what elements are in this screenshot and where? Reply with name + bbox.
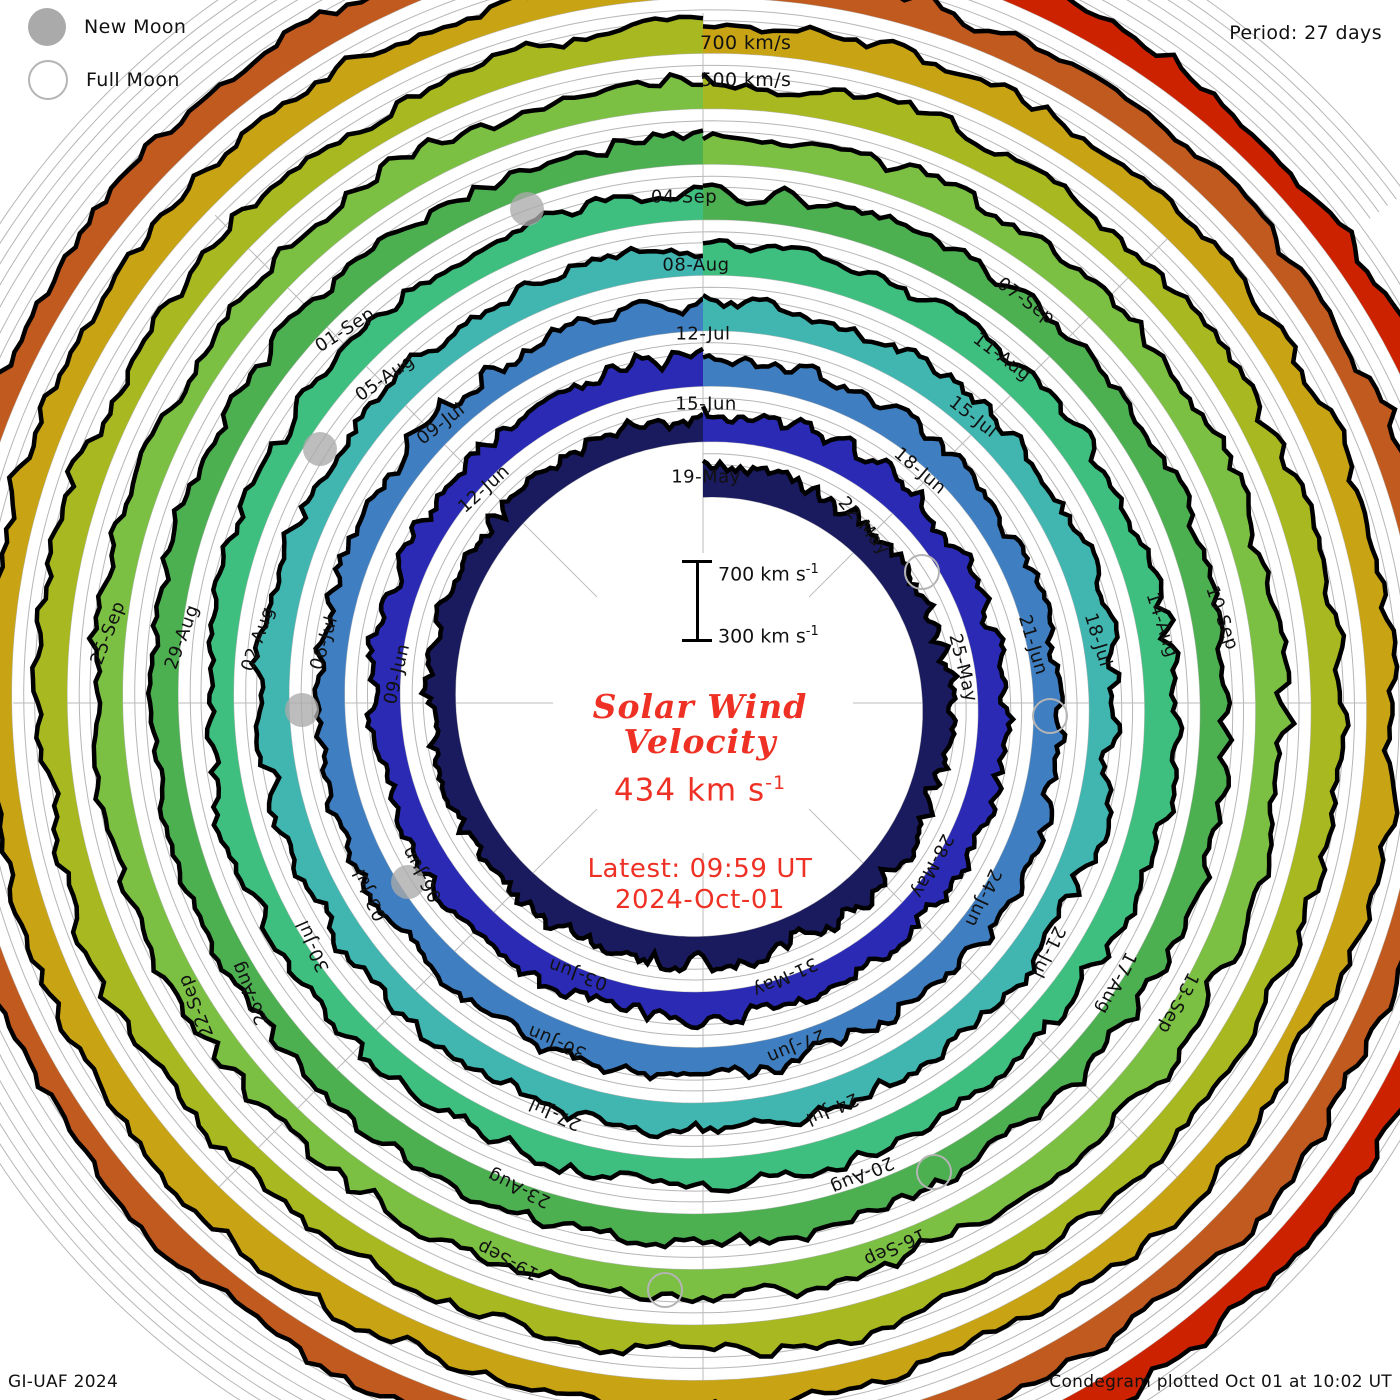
scale-bar-bottom-exponent: -1 [805, 624, 819, 639]
latest-date: 2024-Oct-01 [614, 884, 786, 915]
footer-credit: GI-UAF 2024 [8, 1372, 119, 1392]
current-velocity-value: 434 km s-1 [440, 772, 960, 808]
radial-tick-label-700: 700 km/s [700, 32, 792, 54]
chart-title: Solar Wind Velocity [440, 687, 960, 761]
new-moon-marker [303, 432, 337, 466]
date-label: 15-Jun [675, 393, 737, 415]
scale-bar-bottom-value: 300 km s [718, 625, 806, 648]
scale-bar-cap-top [682, 560, 712, 563]
scale-bar-top-exponent: -1 [805, 562, 819, 577]
chart-title-line1: Solar Wind [592, 687, 808, 726]
scale-bar-label-top: 700 km s-1 [718, 562, 819, 585]
current-velocity-exponent: -1 [765, 771, 787, 794]
footer-plot-time: Condegram plotted Oct 01 at 10:02 UT [1049, 1372, 1392, 1392]
scale-bar-stem [696, 560, 699, 642]
legend-item-full-moon: Full Moon [28, 60, 180, 100]
legend-label-full-moon: Full Moon [86, 69, 180, 91]
current-velocity-number: 434 km s [613, 772, 766, 809]
new-moon-marker [285, 693, 319, 727]
scale-bar-cap-bottom [682, 639, 712, 642]
period-label: Period: 27 days [1229, 22, 1382, 44]
new-moon-marker [391, 865, 425, 899]
moon-phase-legend: New Moon Full Moon [0, 0, 260, 110]
centre-readout: Solar Wind Velocity 434 km s-1 Latest: 0… [440, 687, 960, 916]
open-circle-icon [28, 60, 68, 100]
date-label: 04-Sep [650, 186, 718, 208]
full-moon-marker [647, 1272, 683, 1308]
new-moon-marker [510, 192, 544, 226]
legend-label-new-moon: New Moon [84, 16, 187, 38]
moon-phase-markers [285, 192, 1068, 1308]
date-label: 19-May [671, 466, 741, 488]
filled-circle-icon [28, 8, 66, 46]
full-moon-marker [916, 1154, 952, 1190]
scale-bar [682, 560, 712, 642]
radial-tick-label-500: 500 km/s [700, 69, 792, 91]
date-label: 08-Aug [662, 254, 730, 276]
latest-timestamp: Latest: 09:59 UT 2024-Oct-01 [440, 854, 960, 915]
chart-title-line2: Velocity [623, 721, 777, 761]
scale-bar-label-bottom: 300 km s-1 [718, 624, 819, 647]
full-moon-marker [904, 554, 940, 590]
latest-time: Latest: 09:59 UT [587, 854, 813, 885]
legend-item-new-moon: New Moon [28, 8, 186, 46]
scale-bar-top-value: 700 km s [718, 563, 806, 586]
date-label: 12-Jul [675, 323, 731, 345]
full-moon-marker [1032, 698, 1068, 734]
